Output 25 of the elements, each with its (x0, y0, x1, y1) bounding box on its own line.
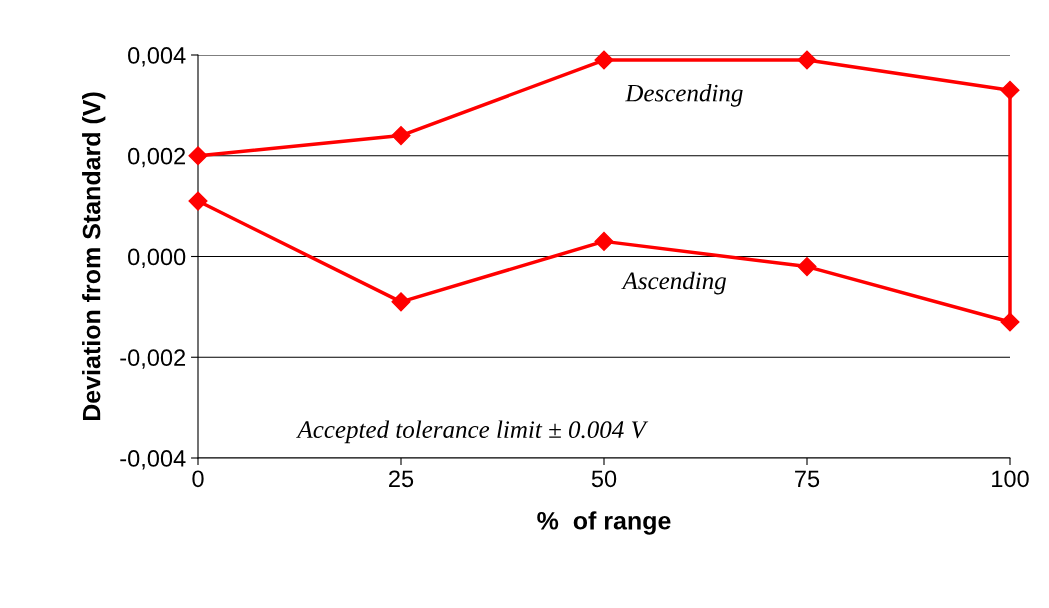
point (188, 146, 208, 166)
y-tick-label: 0,000 (128, 248, 186, 269)
annotation: Ascending (621, 271, 726, 295)
point (188, 191, 208, 211)
y-tick-label: -0,002 (120, 349, 186, 369)
y-tick-label: -0,004 (120, 450, 186, 470)
x-tick-label: 0 (192, 470, 204, 488)
annotation: Descending (625, 83, 743, 107)
point (391, 292, 411, 312)
annotation: Accepted tolerance limit ± 0.004 V (296, 420, 649, 444)
y-tick-label: 0,004 (128, 47, 186, 67)
x-tick-label: 100 (992, 470, 1029, 488)
point (1000, 80, 1020, 100)
y-tick-label: 0,002 (128, 147, 186, 168)
x-tick-label: 50 (591, 470, 617, 488)
y-axis-title: Deviation from Standard (V) (82, 92, 106, 421)
point (594, 50, 614, 70)
point (594, 231, 614, 251)
x-axis-title: % of range (537, 511, 671, 535)
point (1000, 312, 1020, 332)
x-tick-label: 75 (795, 470, 820, 488)
point (797, 50, 817, 70)
x-tick-label: 25 (389, 470, 414, 488)
point (797, 257, 817, 277)
point (391, 126, 411, 146)
